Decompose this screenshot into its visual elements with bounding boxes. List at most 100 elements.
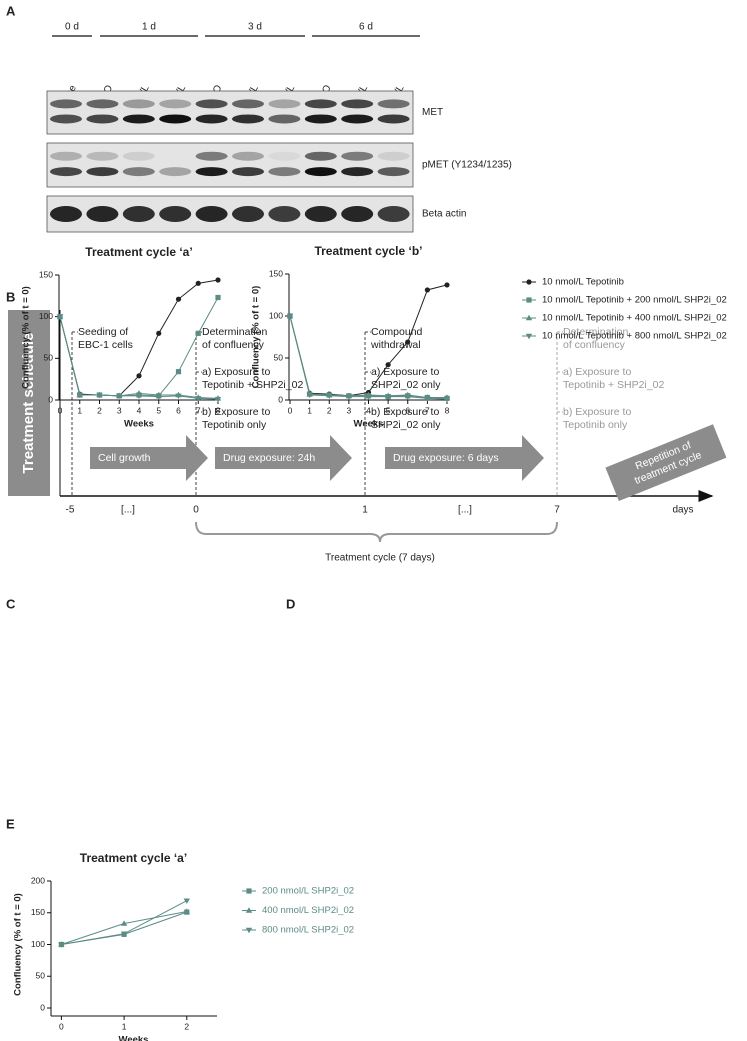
- row-label: MET: [422, 107, 443, 118]
- band: [122, 114, 155, 124]
- x-tick-label: 1: [307, 405, 312, 415]
- band: [341, 99, 374, 109]
- point: [195, 280, 201, 286]
- band: [341, 206, 374, 222]
- point: [405, 339, 411, 345]
- step-text: of confluency: [202, 339, 265, 351]
- legend-label: 800 nmol/L SHP2i_02: [262, 925, 354, 936]
- band: [377, 167, 410, 177]
- point: [156, 330, 162, 336]
- point: [56, 314, 64, 320]
- x-tick-label: 7: [425, 405, 430, 415]
- step-text: withdrawal: [370, 339, 421, 351]
- band: [232, 167, 264, 177]
- step-text: Tepotinib only: [563, 419, 628, 431]
- point: [384, 394, 392, 400]
- x-tick-label: 8: [216, 405, 221, 415]
- axis-label: 0: [193, 505, 199, 516]
- step-text: a) Exposure to: [371, 366, 439, 378]
- arrow-label: Cell growth: [98, 452, 151, 464]
- point: [120, 931, 128, 937]
- legend-marker: [525, 314, 533, 321]
- point: [424, 396, 431, 402]
- x-tick-label: 2: [97, 405, 102, 415]
- y-tick-label: 200: [31, 875, 45, 885]
- y-tick-label: 50: [274, 352, 284, 362]
- y-tick-label: 150: [39, 269, 53, 279]
- point: [58, 942, 65, 948]
- step-text: Tepotinib only: [202, 419, 267, 431]
- point: [215, 294, 221, 301]
- band: [86, 167, 119, 177]
- band: [195, 151, 228, 161]
- band: [159, 206, 192, 222]
- x-tick-label: 8: [445, 405, 450, 415]
- point: [443, 396, 451, 403]
- band: [232, 151, 264, 161]
- group-label: 1 d: [142, 22, 156, 33]
- band: [86, 206, 119, 222]
- row-label: Beta actin: [422, 209, 466, 220]
- step-text: Determination: [563, 326, 629, 338]
- point: [136, 373, 142, 379]
- x-tick-label: 4: [366, 405, 371, 415]
- point: [195, 396, 202, 402]
- y-tick-label: 100: [31, 939, 45, 949]
- cycle-bracket: [195, 521, 558, 543]
- y-tick-label: 50: [36, 971, 46, 981]
- band: [195, 114, 228, 124]
- panel-letter: E: [6, 816, 15, 831]
- x-axis-label: Weeks: [124, 419, 154, 430]
- step-text: Determination: [202, 326, 268, 338]
- step-text: b) Exposure to: [371, 406, 439, 418]
- point: [286, 313, 294, 320]
- band: [122, 167, 155, 177]
- x-tick-label: 0: [58, 405, 63, 415]
- y-tick-label: 0: [278, 394, 283, 404]
- blot-strip: [46, 142, 414, 188]
- x-tick-label: 5: [156, 405, 161, 415]
- band: [86, 151, 119, 161]
- x-axis-label: Weeks: [354, 419, 384, 430]
- axis-label: [...]: [458, 505, 472, 516]
- legend-label: 10 nmol/L Tepotinib: [542, 277, 624, 288]
- panel-letter: D: [286, 596, 295, 611]
- band: [195, 167, 228, 177]
- axis-label: 7: [554, 505, 560, 516]
- x-axis-label: Weeks: [119, 1035, 149, 1041]
- band: [341, 151, 374, 161]
- point: [326, 393, 333, 399]
- point: [444, 282, 450, 288]
- point: [155, 394, 162, 400]
- axis-label: 1: [362, 505, 368, 516]
- axis-label: [...]: [121, 505, 135, 516]
- legend-marker: [245, 907, 253, 913]
- band: [159, 114, 192, 124]
- point: [404, 394, 411, 400]
- y-axis-label: Confluency (% of t = 0): [13, 893, 24, 996]
- point: [424, 287, 430, 293]
- step-text: Compound: [371, 326, 423, 338]
- x-tick-label: 3: [117, 405, 122, 415]
- point: [345, 394, 353, 400]
- step-text: b) Exposure to: [202, 406, 270, 418]
- y-axis-label: Confluency (% of t = 0): [251, 286, 262, 389]
- legend-label: 10 nmol/L Tepotinib + 400 nmol/L SHP2i_0…: [542, 313, 727, 324]
- band: [159, 99, 192, 109]
- x-tick-label: 6: [176, 405, 181, 415]
- band: [304, 206, 337, 222]
- band: [50, 167, 82, 177]
- series-line: [61, 911, 187, 945]
- point: [306, 392, 313, 399]
- point: [175, 296, 182, 302]
- schedule-title: Treatment schedule: [20, 333, 37, 474]
- x-tick-label: 7: [196, 405, 201, 415]
- step-text: a) Exposure to: [202, 366, 270, 378]
- point: [116, 393, 123, 400]
- legend-marker: [525, 333, 533, 340]
- point: [175, 393, 182, 400]
- y-axis-label: Confluency (% of t = 0): [21, 286, 32, 389]
- band: [86, 99, 119, 109]
- point: [214, 396, 222, 403]
